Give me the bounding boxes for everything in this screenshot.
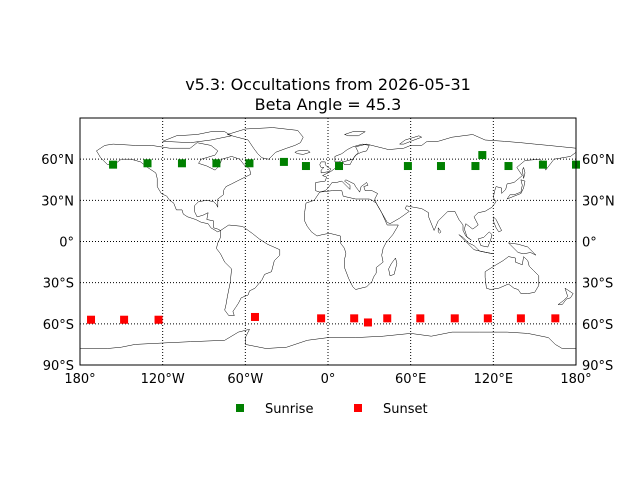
sunrise-marker: [212, 159, 221, 168]
y-tick-label-left: 30°N: [41, 194, 74, 209]
coastline-australia: [484, 256, 540, 294]
coastline-arctic-islands: [162, 131, 232, 143]
tick-labels: 180° 120°W 60°W 0° 60°E 120°E 180° 60°N 60°N 30°N…: [41, 153, 615, 387]
sunset-marker: [416, 314, 425, 323]
coastline-eurasia: [315, 134, 577, 241]
y-tick-label-left: 60°S: [43, 318, 74, 333]
sunrise-marker: [301, 162, 310, 171]
sunset-marker: [120, 315, 129, 324]
data-markers: [87, 151, 580, 327]
legend-label-sunrise: Sunrise: [265, 402, 313, 417]
coastlines: [80, 127, 577, 349]
coastline-scandinavia: [334, 143, 370, 165]
y-tick-label-right: 0°: [582, 236, 597, 251]
sunset-marker: [250, 312, 259, 321]
x-tick-label: 120°E: [474, 372, 514, 387]
y-tick-label-right: 30°N: [582, 194, 615, 209]
sunset-marker: [551, 314, 560, 323]
y-tick-label-left: 30°S: [43, 277, 74, 292]
coastline-philippines: [493, 216, 502, 233]
coastline-north-america: [96, 142, 252, 233]
y-tick-label-right: 30°S: [582, 277, 613, 292]
sunrise-marker: [471, 162, 480, 171]
coastline-novaya-zemlya: [399, 135, 422, 145]
sunrise-marker: [538, 160, 547, 169]
x-tick-label: 60°E: [395, 372, 426, 387]
coastline-japan: [506, 179, 526, 200]
coastline-sri-lanka: [437, 227, 442, 234]
y-tick-label-right: 90°S: [582, 359, 613, 374]
sunset-marker: [87, 315, 96, 324]
y-tick-label-right: 60°S: [582, 318, 613, 333]
x-tick-label: 0°: [321, 372, 336, 387]
legend-label-sunset: Sunset: [383, 402, 428, 417]
chart-title: v5.3: Occultations from 2026-05-31: [185, 75, 471, 94]
coastline-new-zealand: [557, 287, 574, 305]
x-tick-label: 180°: [64, 372, 95, 387]
sunset-marker: [450, 314, 459, 323]
coastline-british-isles: [319, 161, 332, 174]
sunrise-marker: [403, 162, 412, 171]
chart-subtitle: Beta Angle = 45.3: [255, 95, 402, 114]
sunset-marker: [350, 314, 359, 323]
x-tick-label: 120°W: [141, 372, 185, 387]
sunrise-marker: [143, 159, 152, 168]
sunrise-marker: [177, 159, 186, 168]
plot-frame: [79, 117, 577, 366]
sunrise-marker: [279, 157, 288, 166]
gridlines: [80, 118, 576, 365]
x-tick-label: 60°W: [227, 372, 263, 387]
sunrise-marker: [436, 162, 445, 171]
sunset-marker: [483, 314, 492, 323]
sunset-marker: [516, 314, 525, 323]
coastline-africa: [304, 190, 399, 290]
y-tick-label-left: 90°S: [43, 359, 74, 374]
coastline-antarctica: [80, 329, 576, 349]
coastline-borneo: [477, 231, 493, 248]
coastline-indonesia: [458, 234, 494, 255]
coastline-madagascar: [388, 257, 398, 277]
sunrise-marker: [245, 159, 254, 168]
sunset-marker: [154, 315, 163, 324]
sunrise-marker: [478, 151, 487, 160]
x-tick-label: 180°: [560, 372, 591, 387]
sunrise-marker: [504, 162, 513, 171]
legend-marker-sunset: [354, 404, 362, 412]
coastline-sakhalin: [522, 167, 526, 179]
plot-area: [79, 117, 580, 366]
sunrise-marker: [109, 160, 118, 169]
legend-marker-sunrise: [236, 404, 244, 412]
y-tick-label-left: 0°: [59, 236, 74, 251]
legend: Sunrise Sunset: [236, 402, 428, 417]
y-tick-label-left: 60°N: [41, 153, 74, 168]
coastline-iceland: [294, 149, 311, 155]
coastline-south-america: [216, 224, 281, 316]
y-tick-label-right: 60°N: [582, 153, 615, 168]
sunset-marker: [317, 314, 326, 323]
coastline-new-guinea: [508, 242, 537, 256]
coastline-svalbard: [344, 131, 366, 137]
sunset-marker: [383, 314, 392, 323]
coastline-greenland: [227, 127, 304, 160]
sunset-marker: [363, 318, 372, 327]
sunrise-marker: [335, 162, 344, 171]
